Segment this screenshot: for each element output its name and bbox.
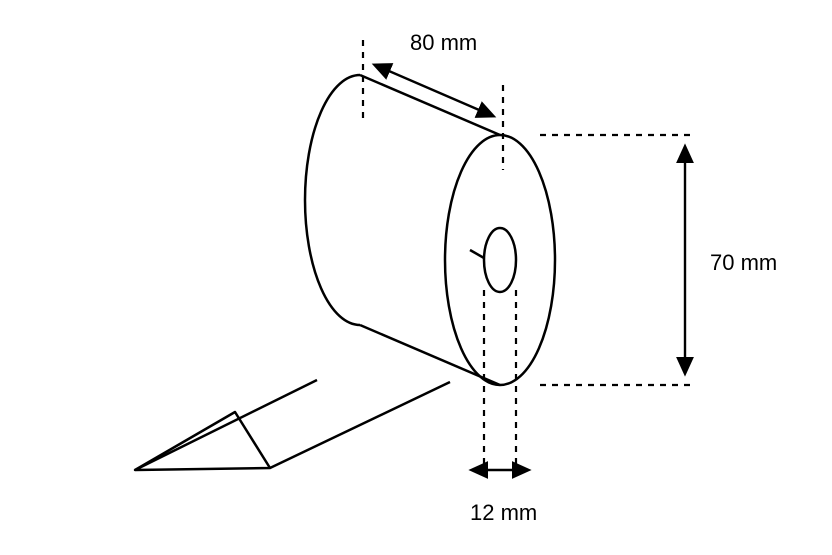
dimension-arrows [375, 65, 685, 470]
width-label: 80 mm [410, 30, 477, 55]
paper-roll-body [305, 75, 555, 385]
guide-lines [363, 40, 690, 480]
diameter-label: 70 mm [710, 250, 777, 275]
paper-tail [135, 380, 450, 470]
core-label: 12 mm [470, 500, 537, 525]
